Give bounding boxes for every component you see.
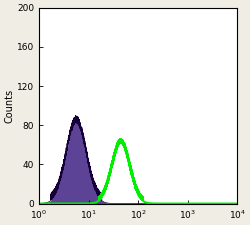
Y-axis label: Counts: Counts [4, 89, 14, 123]
